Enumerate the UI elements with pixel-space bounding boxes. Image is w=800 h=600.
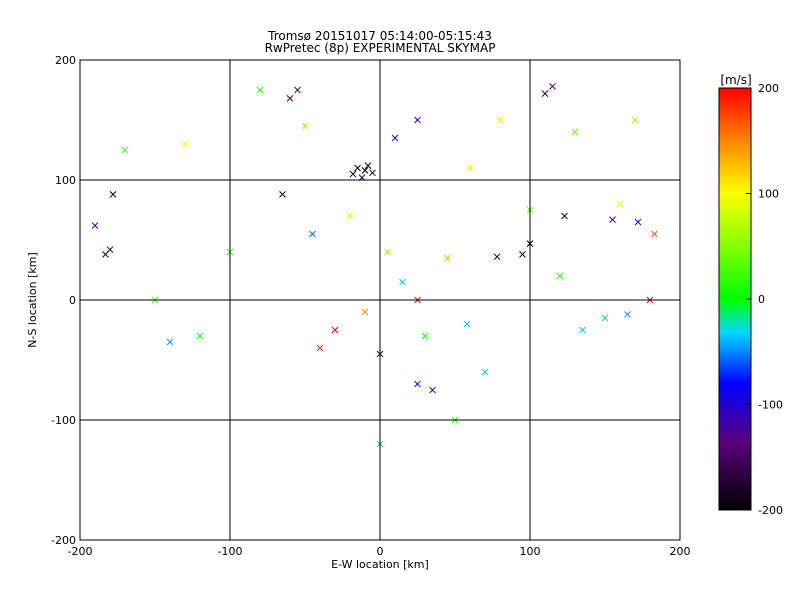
scatter-point bbox=[196, 332, 204, 340]
colorbar-label: [m/s] bbox=[720, 73, 751, 87]
colorbar bbox=[718, 87, 752, 511]
y-axis-label: N-S location [km] bbox=[26, 252, 39, 348]
y-tick-label: 0 bbox=[69, 294, 76, 307]
scatter-point bbox=[91, 222, 99, 229]
scatter-point bbox=[414, 116, 421, 124]
scatter-point bbox=[609, 216, 616, 223]
chart-title: Tromsø 20151017 05:14:00-05:15:43 bbox=[267, 29, 492, 43]
scatter-point bbox=[616, 200, 624, 208]
scatter-point bbox=[399, 278, 406, 286]
scatter-point bbox=[634, 218, 642, 226]
scatter-point bbox=[364, 162, 372, 169]
scatter-point bbox=[519, 251, 526, 258]
x-tick-label: 200 bbox=[670, 545, 691, 558]
scatter-point bbox=[166, 338, 174, 346]
scatter-point bbox=[466, 164, 474, 172]
y-tick-label: 200 bbox=[55, 54, 76, 67]
x-tick-label: -200 bbox=[68, 545, 93, 558]
y-tick-label: -200 bbox=[51, 534, 76, 547]
scatter-point bbox=[631, 116, 639, 124]
scatter-point bbox=[316, 344, 324, 352]
scatter-point bbox=[429, 386, 436, 394]
colorbar-tick-label: -200 bbox=[758, 504, 783, 517]
scatter-point bbox=[286, 95, 294, 102]
x-tick-label: 100 bbox=[520, 545, 541, 558]
scatter-point bbox=[624, 311, 631, 318]
scatter-point bbox=[496, 116, 504, 124]
scatter-point bbox=[256, 86, 264, 94]
scatter-point bbox=[651, 230, 658, 238]
scatter-point bbox=[463, 320, 471, 328]
scatter-point bbox=[579, 326, 586, 334]
scatter-points bbox=[91, 83, 658, 448]
scatter-point bbox=[309, 230, 316, 238]
scatter-point bbox=[361, 308, 369, 316]
scatter-point bbox=[369, 169, 376, 177]
colorbar-tick-label: 0 bbox=[758, 293, 765, 306]
scatter-point bbox=[549, 83, 556, 90]
y-tick-label: 100 bbox=[55, 174, 76, 187]
scatter-point bbox=[346, 212, 354, 220]
scatter-point bbox=[279, 191, 286, 198]
x-axis-label: E-W location [km] bbox=[331, 558, 429, 571]
scatter-point bbox=[561, 212, 568, 220]
scatter-point bbox=[571, 128, 579, 136]
y-axis-ticks: -200 -100 0 100 200 bbox=[51, 54, 76, 547]
x-axis-ticks: -200 -100 0 100 200 bbox=[68, 545, 691, 558]
scatter-point bbox=[102, 251, 109, 258]
scatter-point bbox=[121, 146, 129, 154]
scatter-point bbox=[556, 272, 564, 280]
grid-lines bbox=[80, 60, 680, 540]
scatter-point bbox=[444, 254, 451, 262]
scatter-point bbox=[391, 134, 399, 142]
chart-subtitle: RwPretec (8p) EXPERIMENTAL SKYMAP bbox=[265, 41, 496, 55]
scatter-point bbox=[331, 326, 339, 334]
scatter-point bbox=[481, 368, 489, 376]
scatter-point bbox=[294, 86, 301, 94]
colorbar-ticks: 200 100 0 -100 -200 bbox=[746, 82, 783, 517]
scatter-point bbox=[181, 140, 189, 148]
scatter-point bbox=[349, 170, 357, 178]
colorbar-tick-label: -100 bbox=[758, 399, 783, 412]
scatter-point bbox=[109, 191, 117, 198]
scatter-point bbox=[421, 332, 429, 340]
x-tick-label: -100 bbox=[218, 545, 243, 558]
y-tick-label: -100 bbox=[51, 414, 76, 427]
scatter-point bbox=[414, 380, 421, 388]
colorbar-tick-label: 200 bbox=[758, 82, 779, 95]
scatter-point bbox=[541, 90, 549, 97]
scatter-point bbox=[301, 122, 309, 130]
scatter-point bbox=[493, 253, 501, 261]
scatter-point bbox=[354, 164, 361, 172]
scatter-point bbox=[601, 314, 609, 322]
scatter-point bbox=[384, 248, 391, 256]
scatter-point bbox=[361, 167, 369, 174]
x-tick-label: 0 bbox=[377, 545, 384, 558]
colorbar-tick-label: 100 bbox=[758, 188, 779, 201]
